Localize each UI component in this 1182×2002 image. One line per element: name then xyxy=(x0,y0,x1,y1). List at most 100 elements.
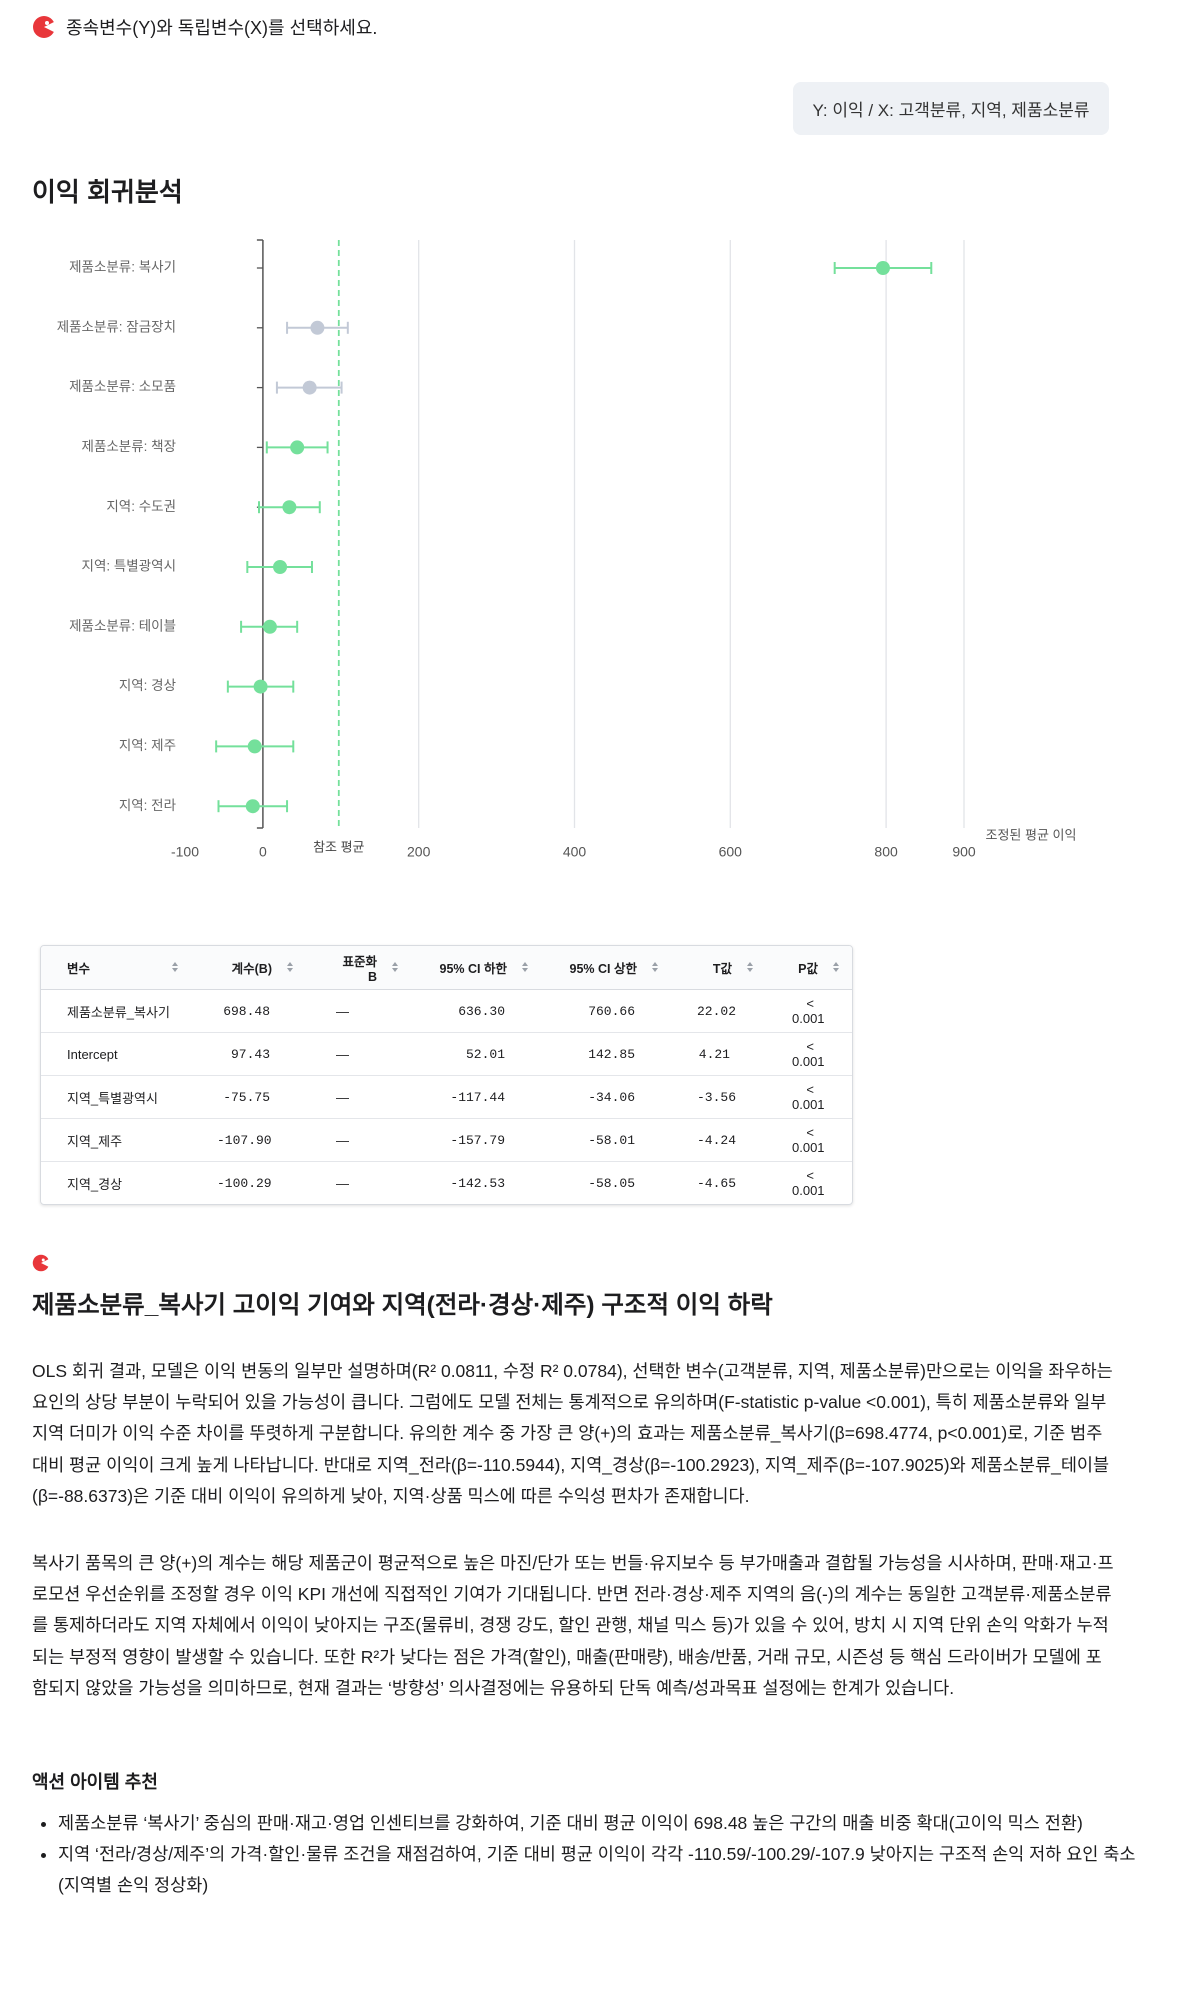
reference-label: 참조 평균 xyxy=(313,839,364,854)
sort-icon xyxy=(392,962,398,972)
point xyxy=(262,619,277,634)
x-tick-label: 900 xyxy=(952,844,976,860)
table-cell: 636.30 xyxy=(411,989,541,1033)
column-header[interactable]: 95% CI 하한 xyxy=(411,946,541,990)
y-tick-label: 제품소분류: 책장 xyxy=(82,439,176,454)
y-tick-label: 지역: 전라 xyxy=(119,798,177,813)
paragraph: OLS 회귀 결과, 모델은 이익 변동의 일부만 설명하며(R² 0.0811… xyxy=(32,1361,1113,1506)
action-item: 지역 ‘전라/경상/제주’의 가격·할인·물류 조건을 재점검하여, 기준 대비… xyxy=(58,1839,1143,1901)
table-cell: — xyxy=(306,1075,411,1119)
column-label: 95% CI 상한 xyxy=(569,962,637,976)
table-row: 지역_특별광역시 -75.75— -117.44 -34.06 -3.56 < 0.001 xyxy=(41,1075,852,1119)
table-cell: Intercept xyxy=(41,1032,191,1076)
point xyxy=(302,380,317,395)
point xyxy=(247,739,262,754)
table-cell: 760.66 xyxy=(541,989,671,1033)
table-cell: -75.75 xyxy=(191,1075,306,1119)
table-cell: -4.65 xyxy=(697,1175,737,1191)
x-tick-label: 600 xyxy=(719,844,743,860)
y-tick-label: 제품소분류: 테이블 xyxy=(69,618,176,633)
action-item: 제품소분류 ‘복사기’ 중심의 판매·재고·영업 인센티브를 강화하여, 기준 … xyxy=(58,1808,1143,1839)
table-cell: -34.06 xyxy=(541,1075,671,1119)
point xyxy=(875,261,890,275)
column-header[interactable]: 표준화 B xyxy=(306,946,411,990)
app-icon xyxy=(33,16,56,38)
header: 종속변수(Y)와 독립변수(X)를 선택하세요. xyxy=(32,14,377,40)
table-cell: 698.48 xyxy=(191,989,306,1033)
sort-icon xyxy=(172,962,178,972)
y-tick-label: 제품소분류: 소모품 xyxy=(69,379,176,394)
table-cell: -107.90 xyxy=(191,1118,306,1162)
chart-title: 이익 회귀분석 xyxy=(32,177,183,207)
action-list: 제품소분류 ‘복사기’ 중심의 판매·재고·영업 인센티브를 강화하여, 기준 … xyxy=(32,1808,1143,1902)
report-title: 제품소분류_복사기 고이익 기여와 지역(전라·경상·제주) 구조적 이익 하락 xyxy=(32,1292,773,1319)
column-label: P값 xyxy=(798,962,818,976)
column-header[interactable]: 계수(B) xyxy=(191,946,306,990)
point xyxy=(245,799,260,814)
sort-icon xyxy=(522,962,528,972)
user-message: Y: 이익 / X: 고객분류, 지역, 제품소분류 xyxy=(793,82,1109,135)
table-cell: < 0.001 xyxy=(766,1032,852,1076)
table-cell: 지역_제주 xyxy=(41,1118,191,1162)
y-tick-label: 제품소분류: 잠금장치 xyxy=(57,319,176,334)
action-title: 액션 아이템 추천 xyxy=(32,1772,158,1792)
report-icon xyxy=(32,1254,50,1272)
x-tick-label: 200 xyxy=(407,844,431,860)
y-tick-label: 지역: 수도권 xyxy=(106,499,176,514)
y-tick-label: 제품소분류: 복사기 xyxy=(69,260,176,275)
table-cell: — xyxy=(306,1032,411,1076)
table-cell: -58.05 xyxy=(588,1175,635,1191)
table-cell: < 0.001 xyxy=(792,1168,825,1198)
x-tick-label: 800 xyxy=(874,844,898,860)
column-header[interactable]: 95% CI 상한 xyxy=(541,946,671,990)
table-cell: -4.24 xyxy=(671,1118,766,1162)
x-tick-label: 0 xyxy=(259,844,267,860)
column-header[interactable]: T값 xyxy=(671,946,766,990)
x-axis-label: 조정된 평균 이익 xyxy=(986,827,1077,842)
header-text: 종속변수(Y)와 독립변수(X)를 선택하세요. xyxy=(66,18,378,38)
table-cell: -157.79 xyxy=(411,1118,541,1162)
table-row: 지역_경상 -100.29 — -142.53 -58.05 -4.65 < 0.001 xyxy=(41,1162,852,1205)
table-cell: 지역_경상 xyxy=(67,1176,123,1192)
table-cell: 22.02 xyxy=(671,989,766,1033)
column-header[interactable]: P값 xyxy=(766,946,852,990)
table-cell: — xyxy=(336,1175,349,1191)
x-tick-label: -100 xyxy=(171,844,199,860)
column-header[interactable]: 변수 xyxy=(41,946,191,990)
table-cell: 142.85 xyxy=(541,1032,671,1076)
point xyxy=(273,560,288,574)
table-container: 변수 계수(B) 표준화 B 95% CI 하한 95% CI 상한 T값 P값 제품소분류… xyxy=(40,945,853,1205)
y-tick-label: 지역: 특별광역시 xyxy=(82,559,176,574)
point xyxy=(253,679,268,694)
column-label: 표준화 B xyxy=(342,955,377,984)
table-row: 제품소분류_복사기 698.48—636.30 760.66 22.02 < 0.001 xyxy=(41,989,852,1033)
paragraph: 복사기 품목의 큰 양(+)의 계수는 해당 제품군이 평균적으로 높은 마진/… xyxy=(32,1553,1114,1698)
table-cell: -142.53 xyxy=(450,1175,505,1191)
table-cell: 52.01 xyxy=(411,1032,541,1076)
table-cell: -58.01 xyxy=(541,1118,671,1162)
table-row: 지역_제주 -107.90— -157.79 -58.01 -4.24 < 0.001 xyxy=(41,1118,852,1162)
table-cell: -3.56 xyxy=(671,1075,766,1119)
x-tick-label: 400 xyxy=(563,844,587,860)
table-body: 제품소분류_복사기 698.48—636.30 760.66 22.02 < 0.001… xyxy=(41,989,852,1205)
point xyxy=(310,320,325,335)
column-label: 변수 xyxy=(67,962,91,976)
y-tick-label: 지역: 경상 xyxy=(119,678,176,693)
table-cell: < 0.001 xyxy=(766,989,852,1033)
sort-icon xyxy=(833,962,839,972)
column-label: 95% CI 하한 xyxy=(439,962,507,976)
table-cell: 97.43 xyxy=(191,1032,306,1076)
point xyxy=(290,440,305,455)
point xyxy=(282,500,297,515)
y-tick-label: 지역: 제주 xyxy=(119,738,176,753)
sort-icon xyxy=(747,962,753,972)
table-cell: 4.21 xyxy=(671,1032,766,1076)
column-label: 계수(B) xyxy=(231,962,272,976)
table-cell: — xyxy=(306,1118,411,1162)
table-cell: -117.44 xyxy=(411,1075,541,1119)
table-cell: 지역_특별광역시 xyxy=(41,1075,191,1119)
header-row: 변수 계수(B) 표준화 B 95% CI 하한 95% CI 상한 T값 P값 xyxy=(41,946,852,990)
table-cell: 제품소분류_복사기 xyxy=(41,989,191,1033)
column-label: T값 xyxy=(712,962,732,976)
